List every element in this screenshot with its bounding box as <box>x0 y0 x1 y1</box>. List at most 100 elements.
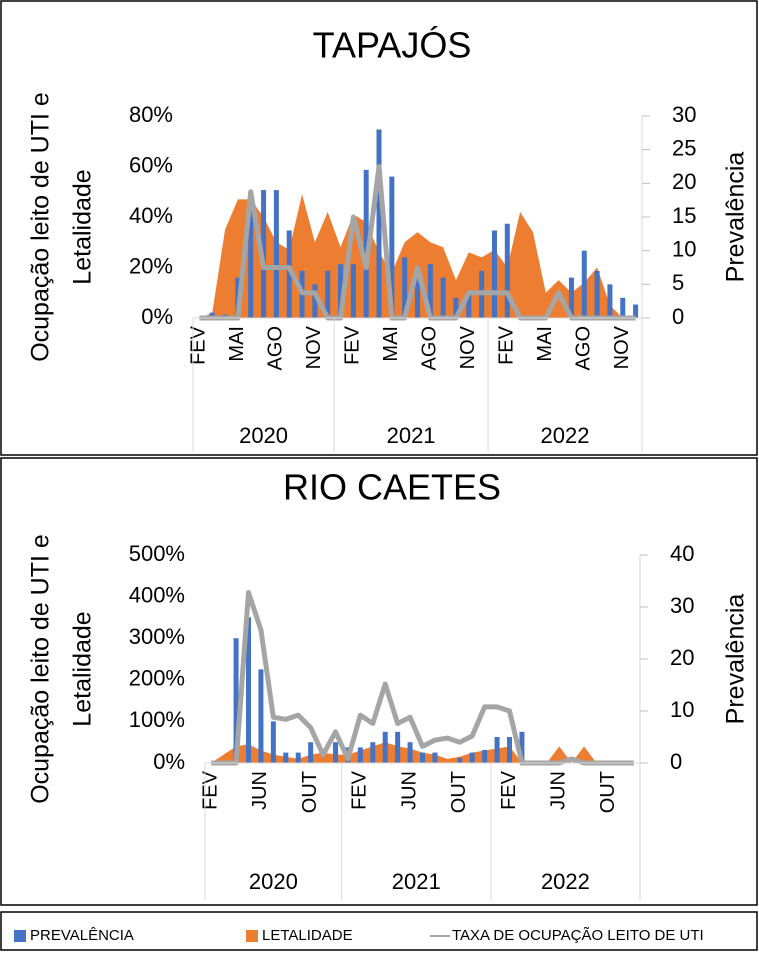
x-tick-label: AGO <box>419 326 441 370</box>
x-tick-label: FEV <box>342 325 364 365</box>
y2-tick-label: 20 <box>670 645 694 670</box>
x-tick-label: JUN <box>398 771 420 810</box>
x-group-label: 2021 <box>392 869 441 894</box>
chart-title: TAPAJÓS <box>313 25 472 66</box>
bar <box>286 230 292 318</box>
legend: PREVALÊNCIA LETALIDADE TAXA DE OCUPAÇÃO LE… <box>14 927 704 944</box>
bar <box>581 250 587 318</box>
bar <box>494 737 500 763</box>
x-group-label: 2020 <box>239 423 288 448</box>
y-tick-label: 200% <box>129 666 185 691</box>
x-tick-label: NOV <box>611 325 633 369</box>
bar <box>308 742 314 763</box>
bar <box>363 169 369 318</box>
bar <box>389 176 395 318</box>
y-axis-title: Ocupação leito de UTI e <box>27 534 55 804</box>
bar <box>453 297 459 318</box>
y2-tick-label: 15 <box>672 203 696 228</box>
y-tick-label: 40% <box>129 203 173 228</box>
bar <box>466 291 472 318</box>
bar <box>568 277 574 318</box>
line <box>211 589 634 766</box>
bar <box>233 638 239 763</box>
x-tick-label: OUT <box>299 771 321 813</box>
bar <box>357 747 363 763</box>
x-tick-label: FEV <box>496 325 518 365</box>
y-tick-label: 60% <box>129 152 173 177</box>
bar <box>607 284 613 318</box>
bar <box>402 257 408 318</box>
legend-label: LETALIDADE <box>262 927 353 944</box>
y-tick-label: 0% <box>153 749 185 774</box>
y2-tick-label: 20 <box>672 169 696 194</box>
legend-frame <box>0 911 758 951</box>
bar <box>415 267 420 318</box>
y2-tick-label: 0 <box>672 304 684 329</box>
x-tick-label: FEV <box>199 770 221 810</box>
legend-swatch <box>246 930 258 942</box>
bar <box>504 223 510 318</box>
y-tick-label: 0% <box>141 304 173 329</box>
chart-title: RIO CAETES <box>283 467 501 508</box>
bar <box>258 669 264 763</box>
y-tick-label: 100% <box>129 707 185 732</box>
y2-tick-label: 0 <box>670 749 682 774</box>
x-group-label: 2022 <box>541 869 590 894</box>
legend-swatch <box>14 930 26 942</box>
y-tick-label: 80% <box>129 102 173 127</box>
bar <box>420 752 425 763</box>
y-axis-title: Ocupação leito de UTI e <box>27 92 55 362</box>
x-tick-label: NOV <box>303 325 325 369</box>
x-tick-label: OUT <box>448 771 470 813</box>
y2-tick-label: 40 <box>670 541 694 566</box>
bar <box>633 304 639 318</box>
panel-frame <box>0 0 758 456</box>
bar <box>432 752 438 763</box>
legend-label: PREVALÊNCIA <box>30 927 134 944</box>
y-tick-label: 500% <box>129 541 185 566</box>
y-axis-title: Letalidade <box>69 611 97 726</box>
bar <box>283 752 289 763</box>
y2-tick-label: 10 <box>672 236 696 261</box>
bar <box>440 277 446 318</box>
bar <box>246 617 251 763</box>
x-tick-label: FEV <box>498 770 520 810</box>
y2-axis-title: Prevalência <box>722 594 750 725</box>
x-tick-label: AGO <box>573 326 595 370</box>
y2-tick-label: 30 <box>672 102 696 127</box>
x-group-label: 2021 <box>387 423 436 448</box>
bar <box>248 210 254 318</box>
bar <box>407 742 413 763</box>
bar <box>395 731 401 763</box>
line <box>199 164 636 321</box>
bar <box>491 230 497 318</box>
bar <box>376 129 382 318</box>
x-tick-label: MAI <box>380 326 402 362</box>
panel-frame <box>0 457 758 906</box>
x-group-label: 2020 <box>249 869 298 894</box>
bar <box>312 284 318 318</box>
bar <box>594 270 600 318</box>
x-tick-label: JUN <box>547 771 569 810</box>
bar <box>270 721 276 763</box>
y-axis-title: Letalidade <box>69 169 97 284</box>
bar <box>273 190 279 318</box>
bar <box>457 757 463 763</box>
y-tick-label: 20% <box>129 253 173 278</box>
y-tick-label: 300% <box>129 624 185 649</box>
x-tick-label: OUT <box>597 771 619 813</box>
bar <box>209 312 215 318</box>
y2-axis-title: Prevalência <box>722 152 750 283</box>
bar <box>350 264 356 318</box>
x-tick-label: JUN <box>249 771 271 810</box>
x-tick-label: NOV <box>457 325 479 369</box>
bar <box>325 270 331 318</box>
y-tick-label: 400% <box>129 582 185 607</box>
y2-tick-label: 5 <box>672 270 684 295</box>
bar <box>507 737 512 763</box>
x-tick-label: FEV <box>188 325 210 365</box>
bar <box>333 742 338 763</box>
area <box>199 194 636 318</box>
x-tick-label: AGO <box>265 326 287 370</box>
